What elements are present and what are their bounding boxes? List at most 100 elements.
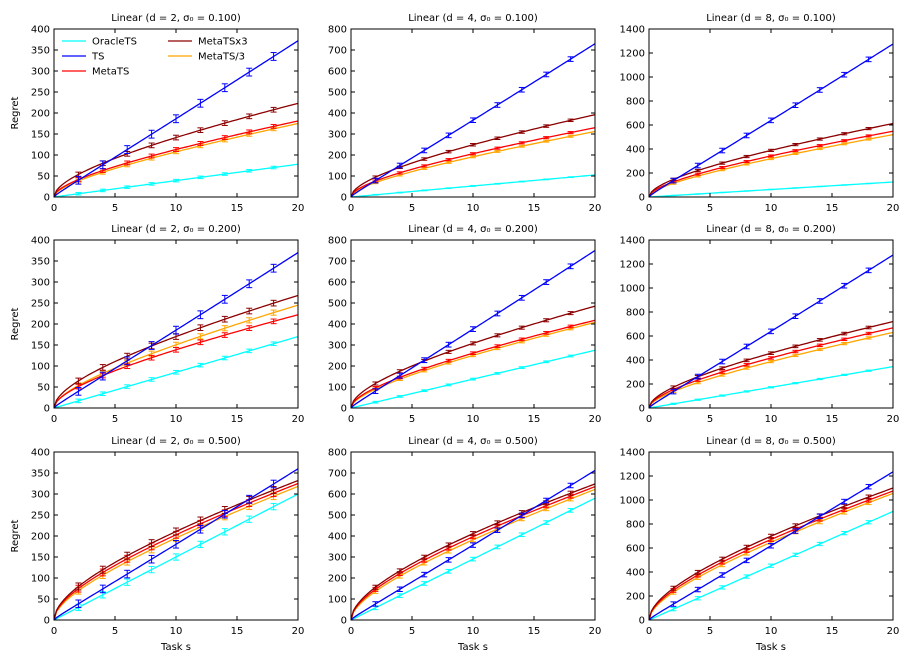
y-axis-label: Regret [10, 307, 21, 340]
y-tick-label: 200 [626, 169, 645, 180]
x-tick-label: 5 [707, 414, 713, 425]
y-tick-label: 100 [328, 172, 347, 183]
x-tick-label: 20 [292, 203, 305, 214]
x-tick-label: 15 [826, 203, 839, 214]
y-tick-label: 200 [626, 592, 645, 603]
y-tick-label: 0 [341, 616, 347, 627]
y-tick-label: 200 [328, 574, 347, 585]
series-line-metats [649, 327, 893, 408]
y-tick-label: 1000 [620, 496, 645, 507]
y-tick-label: 200 [328, 362, 347, 373]
y-tick-label: 700 [328, 46, 347, 57]
x-tick-label: 0 [51, 203, 57, 214]
y-tick-label: 100 [31, 574, 50, 585]
x-tick-label: 15 [528, 203, 541, 214]
y-tick-label: 500 [328, 299, 347, 310]
y-tick-label: 350 [31, 469, 50, 480]
y-tick-label: 500 [328, 511, 347, 522]
x-axis-label: Task s [457, 642, 488, 653]
y-tick-label: 150 [31, 130, 50, 141]
y-tick-label: 1400 [620, 25, 645, 36]
x-tick-label: 10 [765, 626, 778, 637]
x-tick-label: 15 [231, 203, 244, 214]
x-tick-label: 15 [231, 414, 244, 425]
y-tick-label: 100 [328, 595, 347, 606]
y-tick-label: 250 [31, 88, 50, 99]
x-tick-label: 20 [887, 203, 900, 214]
x-tick-label: 10 [467, 626, 480, 637]
series-line-metats [649, 490, 893, 620]
y-tick-label: 250 [31, 511, 50, 522]
x-tick-label: 0 [348, 203, 354, 214]
legend-label: MetaTSx3 [198, 37, 248, 48]
panel-9: 0 5 10 15 200200400600800100012001400Linear … [620, 436, 900, 653]
series-group [649, 43, 893, 197]
y-tick-label: 1400 [620, 448, 645, 459]
legend-label: TS [91, 52, 104, 63]
series-line-metats [54, 482, 298, 620]
panel-title: Linear (d = 8, σ₀ = 0.100) [706, 13, 836, 24]
y-tick-label: 1200 [620, 260, 645, 271]
series-line-metatsx3 [649, 122, 893, 197]
x-tick-label: 5 [707, 626, 713, 637]
x-tick-label: 5 [112, 414, 118, 425]
series-group [351, 249, 595, 408]
x-tick-label: 20 [292, 626, 305, 637]
y-tick-label: 300 [31, 67, 50, 78]
panel-title: Linear (d = 8, σ₀ = 0.200) [706, 224, 836, 235]
y-axis-label: Regret [10, 519, 21, 552]
axes-frame [53, 239, 299, 409]
y-tick-label: 0 [341, 404, 347, 415]
x-tick-label: 15 [826, 414, 839, 425]
y-tick-label: 150 [31, 341, 50, 352]
y-tick-label: 1200 [620, 49, 645, 60]
legend: OracleTS TS MetaTS MetaTSx3 MetaTS/3 [62, 37, 248, 78]
y-tick-label: 0 [44, 404, 50, 415]
x-tick-label: 20 [292, 414, 305, 425]
panel-5: 0 5 10 15 200100200300400500600700800Linear … [328, 224, 601, 425]
x-tick-label: 20 [887, 626, 900, 637]
y-tick-label: 0 [341, 193, 347, 204]
y-tick-label: 700 [328, 257, 347, 268]
y-tick-label: 0 [639, 616, 645, 627]
series-line-metats3 [54, 122, 298, 197]
y-tick-label: 200 [626, 380, 645, 391]
y-tick-label: 400 [626, 356, 645, 367]
y-tick-label: 600 [626, 544, 645, 555]
x-tick-label: 0 [348, 626, 354, 637]
x-tick-label: 10 [467, 203, 480, 214]
x-tick-label: 5 [112, 203, 118, 214]
x-tick-label: 0 [646, 414, 652, 425]
y-tick-label: 800 [626, 520, 645, 531]
y-tick-label: 50 [37, 172, 50, 183]
x-tick-label: 10 [765, 414, 778, 425]
panel-title: Linear (d = 8, σ₀ = 0.500) [706, 436, 836, 447]
x-tick-label: 10 [467, 414, 480, 425]
y-tick-label: 600 [328, 490, 347, 501]
panel-title: Linear (d = 2, σ₀ = 0.500) [111, 436, 241, 447]
y-tick-label: 1000 [620, 73, 645, 84]
y-tick-label: 0 [44, 193, 50, 204]
y-tick-label: 400 [328, 109, 347, 120]
y-tick-label: 350 [31, 46, 50, 57]
y-tick-label: 1200 [620, 472, 645, 483]
series-line-metats3 [649, 133, 893, 197]
x-tick-label: 5 [707, 203, 713, 214]
y-tick-label: 300 [328, 553, 347, 564]
series-line-metats3 [54, 304, 298, 408]
axes-frame [648, 28, 894, 198]
x-tick-label: 10 [170, 626, 183, 637]
x-tick-label: 0 [51, 626, 57, 637]
y-tick-label: 50 [37, 383, 50, 394]
series-group [351, 469, 595, 620]
y-tick-label: 400 [31, 448, 50, 459]
x-tick-label: 20 [589, 626, 602, 637]
y-tick-label: 150 [31, 553, 50, 564]
panel-6: 0 5 10 15 200200400600800100012001400Linear … [620, 224, 900, 425]
panel-title: Linear (d = 4, σ₀ = 0.100) [408, 13, 538, 24]
x-tick-label: 20 [589, 414, 602, 425]
panel-3: 0 5 10 15 200200400600800100012001400Linear … [620, 13, 900, 214]
y-tick-label: 800 [328, 236, 347, 247]
